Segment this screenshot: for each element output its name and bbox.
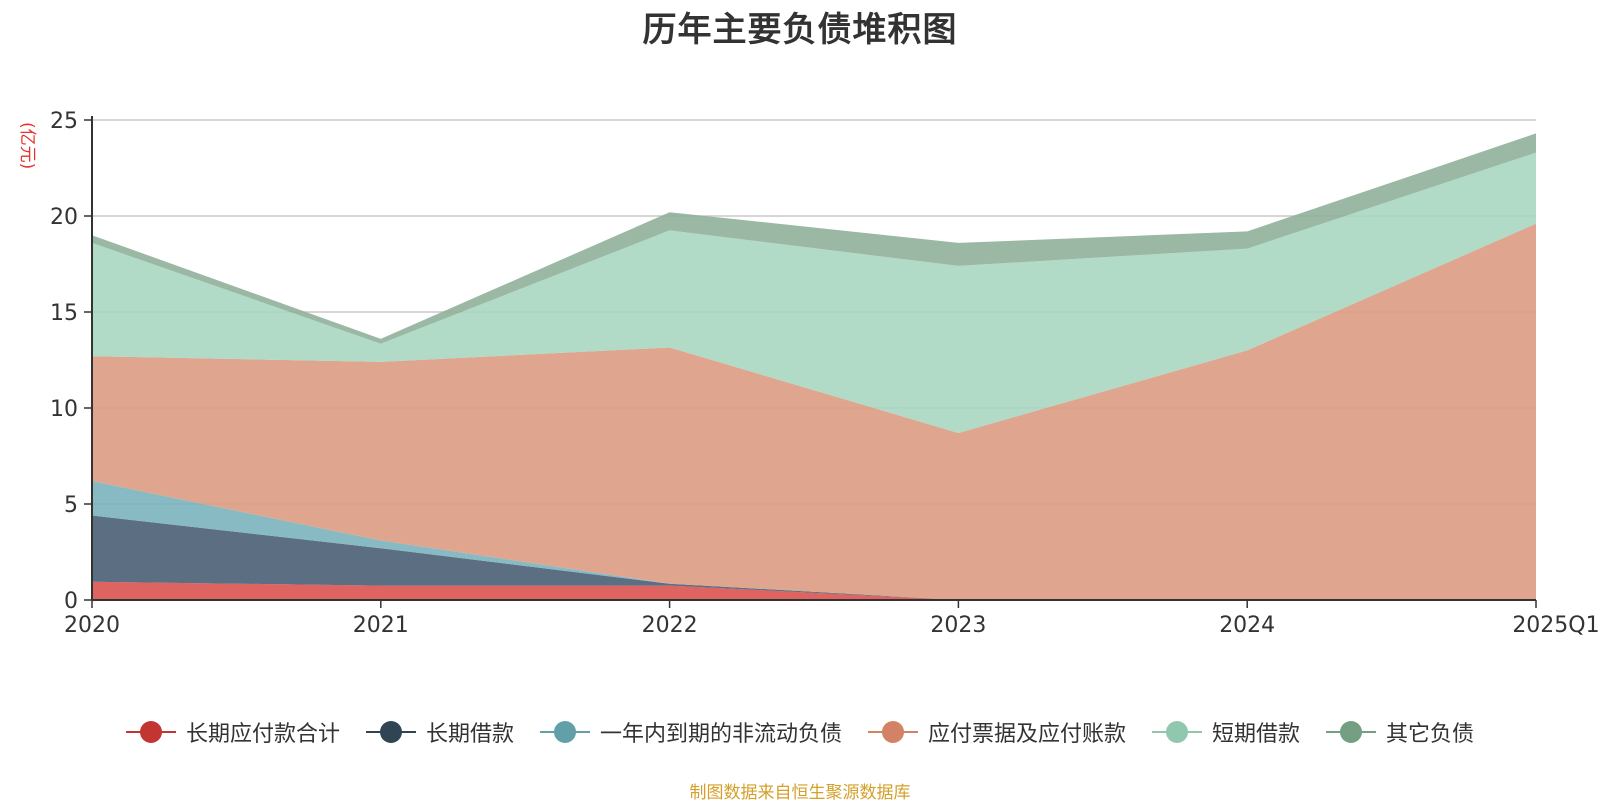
legend-swatch-icon <box>868 720 918 744</box>
x-tick-label: 2020 <box>64 613 120 638</box>
y-tick-label: 15 <box>50 301 78 326</box>
legend-item[interactable]: 长期应付款合计 <box>125 716 340 748</box>
legend-swatch-icon <box>1326 720 1377 744</box>
chart-title: 历年主要负债堆积图 <box>642 10 958 50</box>
area-series-layer <box>92 133 1536 600</box>
y-tick-label: 10 <box>50 397 78 422</box>
x-tick-label: 2021 <box>353 613 409 638</box>
legend-label: 短期借款 <box>1212 722 1301 747</box>
y-tick-label: 25 <box>50 109 78 134</box>
y-tick-label: 5 <box>64 493 78 518</box>
legend: 长期应付款合计 长期借款 一年内到期的非流动负债 应付票据及应付账款 短期借款 其它负债 <box>0 716 1600 748</box>
x-tick-label: 2025Q1-Q3 <box>1512 613 1600 638</box>
y-tick-label: 20 <box>50 205 78 230</box>
legend-item[interactable]: 长期借款 <box>365 716 514 748</box>
area-series-4[interactable] <box>92 152 1536 433</box>
area-series-1[interactable] <box>92 515 1536 601</box>
legend-item[interactable]: 其它负债 <box>1326 716 1474 748</box>
legend-label: 长期借款 <box>425 722 514 747</box>
legend-label: 长期应付款合计 <box>185 722 340 747</box>
y-tick-label: 0 <box>64 589 78 614</box>
x-tick-label: 2022 <box>642 613 698 638</box>
legend-label: 其它负债 <box>1386 722 1475 747</box>
legend-item[interactable]: 一年内到期的非流动负债 <box>539 716 842 748</box>
x-tick-label: 2023 <box>930 613 986 638</box>
x-tick-label: 2024 <box>1219 613 1275 638</box>
area-series-3[interactable] <box>92 223 1536 600</box>
source-note: 制图数据来自恒生聚源数据库 <box>689 783 911 803</box>
area-series-5[interactable] <box>92 133 1536 344</box>
legend-swatch-icon <box>1152 720 1203 744</box>
axes: 0 5 10 15 20 25 2020 2021 2022 2023 2024 2025Q1-Q3 <box>50 109 1600 638</box>
legend-swatch-icon <box>539 720 590 744</box>
legend-swatch-icon <box>365 720 416 744</box>
legend-label: 一年内到期的非流动负债 <box>599 722 842 747</box>
stacked-area-chart: 0 5 10 15 20 25 2020 2021 2022 2023 2024 2025Q1-Q3 <box>50 109 1600 638</box>
legend-label: 应付票据及应付账款 <box>928 722 1127 747</box>
legend-item[interactable]: 应付票据及应付账款 <box>868 716 1126 748</box>
legend-item[interactable]: 短期借款 <box>1152 716 1300 748</box>
area-series-0[interactable] <box>92 581 1536 600</box>
legend-swatch-icon <box>125 720 176 744</box>
